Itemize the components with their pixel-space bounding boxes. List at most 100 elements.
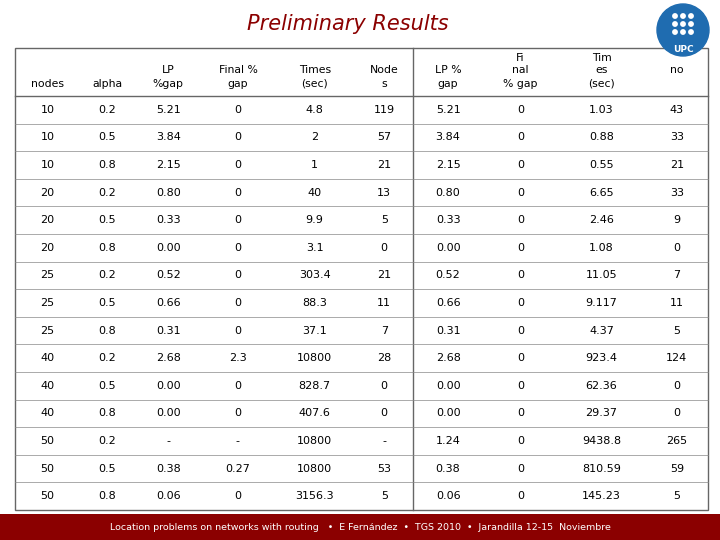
Text: 0.8: 0.8 — [99, 326, 116, 335]
Text: 0.80: 0.80 — [436, 187, 461, 198]
Text: 0: 0 — [517, 381, 524, 391]
Text: 20: 20 — [40, 187, 55, 198]
Text: 0.06: 0.06 — [156, 491, 181, 501]
Text: %gap: %gap — [153, 79, 184, 89]
Text: 145.23: 145.23 — [582, 491, 621, 501]
Text: s: s — [382, 79, 387, 89]
Text: 0: 0 — [517, 243, 524, 253]
Text: Fi: Fi — [516, 53, 525, 63]
Text: Times: Times — [299, 65, 330, 75]
Text: 0: 0 — [517, 464, 524, 474]
Text: 3.1: 3.1 — [306, 243, 323, 253]
Text: 0: 0 — [235, 381, 241, 391]
Text: 57: 57 — [377, 132, 391, 143]
Text: 0.2: 0.2 — [99, 271, 116, 280]
Text: 4.8: 4.8 — [306, 105, 323, 115]
Text: 33: 33 — [670, 132, 684, 143]
Text: 10: 10 — [40, 132, 55, 143]
Text: 5: 5 — [381, 491, 388, 501]
Text: 2.15: 2.15 — [156, 160, 181, 170]
Text: 124: 124 — [666, 353, 688, 363]
Circle shape — [681, 30, 685, 34]
Text: 0.8: 0.8 — [99, 160, 116, 170]
Text: 0: 0 — [235, 491, 241, 501]
Text: 11.05: 11.05 — [585, 271, 617, 280]
Text: 0: 0 — [517, 105, 524, 115]
Circle shape — [672, 30, 678, 34]
Text: 11: 11 — [377, 298, 391, 308]
Text: 923.4: 923.4 — [585, 353, 618, 363]
Text: 13: 13 — [377, 187, 391, 198]
Text: 28: 28 — [377, 353, 392, 363]
Circle shape — [689, 14, 693, 18]
Text: 0.55: 0.55 — [589, 160, 614, 170]
Text: 9438.8: 9438.8 — [582, 436, 621, 446]
Text: 0.2: 0.2 — [99, 105, 116, 115]
Text: 25: 25 — [40, 298, 55, 308]
Text: 10800: 10800 — [297, 464, 332, 474]
Text: 4.37: 4.37 — [589, 326, 614, 335]
Text: 0.33: 0.33 — [436, 215, 460, 225]
Text: UPC: UPC — [672, 45, 693, 55]
Text: 9: 9 — [673, 215, 680, 225]
Text: 0.27: 0.27 — [225, 464, 251, 474]
Text: 50: 50 — [40, 436, 55, 446]
Text: 10800: 10800 — [297, 353, 332, 363]
Text: 5: 5 — [673, 491, 680, 501]
Text: 0.5: 0.5 — [99, 215, 116, 225]
Text: 20: 20 — [40, 243, 55, 253]
Text: 0: 0 — [381, 408, 388, 418]
Text: nodes: nodes — [31, 79, 64, 89]
Text: 40: 40 — [40, 381, 55, 391]
Text: 5: 5 — [381, 215, 388, 225]
Circle shape — [681, 14, 685, 18]
Text: 0: 0 — [517, 326, 524, 335]
Text: 59: 59 — [670, 464, 684, 474]
Text: 0: 0 — [517, 491, 524, 501]
Text: es: es — [595, 65, 608, 75]
Text: 5.21: 5.21 — [156, 105, 181, 115]
Text: 0.8: 0.8 — [99, 243, 116, 253]
Text: 43: 43 — [670, 105, 684, 115]
Bar — [0, 514, 720, 540]
Text: 0: 0 — [673, 381, 680, 391]
Text: 10: 10 — [40, 160, 55, 170]
Text: 0.38: 0.38 — [436, 464, 461, 474]
Text: 0: 0 — [517, 160, 524, 170]
Text: 21: 21 — [377, 160, 391, 170]
Text: 0: 0 — [517, 298, 524, 308]
Text: LP: LP — [162, 65, 175, 75]
Text: 1: 1 — [311, 160, 318, 170]
Text: 0.8: 0.8 — [99, 408, 116, 418]
Text: 0: 0 — [235, 326, 241, 335]
Text: 0: 0 — [517, 271, 524, 280]
Text: 40: 40 — [40, 408, 55, 418]
Text: 53: 53 — [377, 464, 391, 474]
Text: 0: 0 — [235, 105, 241, 115]
Text: Preliminary Results: Preliminary Results — [247, 14, 449, 34]
Text: 3.84: 3.84 — [436, 132, 461, 143]
Text: 0: 0 — [235, 132, 241, 143]
Text: 265: 265 — [666, 436, 688, 446]
Text: 2.46: 2.46 — [589, 215, 614, 225]
Text: 25: 25 — [40, 326, 55, 335]
Text: 40: 40 — [40, 353, 55, 363]
Text: 7: 7 — [673, 271, 680, 280]
Text: 11: 11 — [670, 298, 684, 308]
Text: Node: Node — [370, 65, 399, 75]
Text: 810.59: 810.59 — [582, 464, 621, 474]
Text: 0: 0 — [235, 298, 241, 308]
Text: 21: 21 — [670, 160, 684, 170]
Text: 10800: 10800 — [297, 436, 332, 446]
Text: 10: 10 — [40, 105, 55, 115]
Text: 0: 0 — [517, 408, 524, 418]
Text: (sec): (sec) — [301, 79, 328, 89]
Circle shape — [689, 30, 693, 34]
Text: Final %: Final % — [218, 65, 257, 75]
Text: 303.4: 303.4 — [299, 271, 330, 280]
Text: 0.00: 0.00 — [436, 408, 460, 418]
Text: 0: 0 — [235, 187, 241, 198]
Circle shape — [672, 14, 678, 18]
Text: 2: 2 — [311, 132, 318, 143]
Text: 40: 40 — [307, 187, 322, 198]
